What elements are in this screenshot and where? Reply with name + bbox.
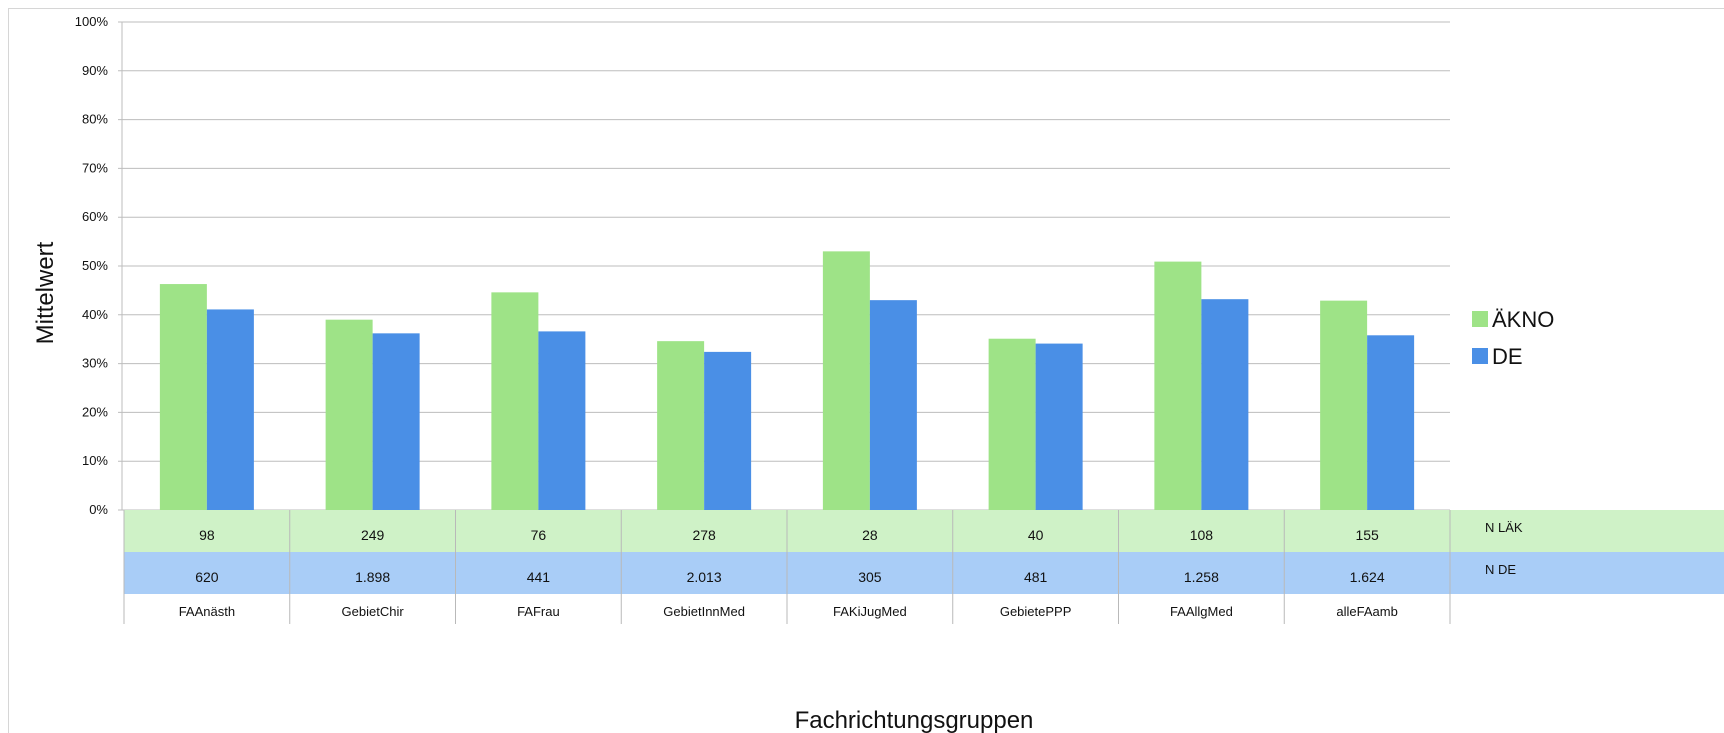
bar-de [1035,343,1083,510]
bar-aekno [1154,261,1202,510]
y-tick-label: 50% [82,258,108,273]
bar-de [869,300,917,510]
table-cell: 98 [199,527,215,543]
category-label: GebietePPP [1000,604,1072,619]
table-cell: 155 [1355,527,1379,543]
legend: ÄKNO DE [1472,307,1554,369]
category-label: GebietInnMed [663,604,745,619]
table-cell: 28 [862,527,878,543]
y-tick-label: 80% [82,112,108,127]
y-tick-label: 20% [82,404,108,419]
gridlines [118,21,1450,511]
legend-swatch [1472,348,1488,364]
table-cell: 2.013 [687,569,722,585]
legend-swatch [1472,311,1488,327]
bar-aekno [491,292,539,510]
y-tick-label: 70% [82,160,108,175]
table-cell: 620 [195,569,219,585]
table-row-label: N LÄK [1485,520,1523,535]
category-label: FAAllgMed [1170,604,1233,619]
table-cell: 1.624 [1350,569,1385,585]
legend-label: ÄKNO [1492,307,1554,332]
y-tick-label: 100% [75,14,109,29]
bars [159,251,1415,511]
y-tick-label: 40% [82,307,108,322]
y-tick-label: 60% [82,209,108,224]
y-axis-ticks: 0% 10% 20% 30% 40% 50% 60% 70% 80% 90% 100% [75,14,109,517]
data-table: 98 249 76 278 28 40 108 155 N LÄK 620 1.898 441 2.01… [123,510,1724,624]
y-axis-label: Mittelwert [32,241,59,344]
x-axis-label: Fachrichtungsgruppen [795,707,1034,733]
table-cell: 441 [527,569,551,585]
bar-de [538,331,586,510]
y-tick-label: 30% [82,356,108,371]
category-label: alleFAamb [1336,604,1397,619]
chart-frame [8,8,1724,733]
bar-de [704,351,752,510]
bar-de [1367,335,1415,510]
bar-aekno [988,338,1036,510]
table-cell: 249 [361,527,385,543]
table-cell: 76 [531,527,547,543]
table-row-band [124,510,1724,552]
bar-aekno [657,341,705,510]
bar-de [206,309,254,510]
category-label: GebietChir [342,604,405,619]
table-cell: 1.258 [1184,569,1219,585]
category-label: FAKiJugMed [833,604,907,619]
y-tick-label: 90% [82,63,108,78]
bar-aekno [1320,300,1368,510]
category-labels: FAAnästh GebietChir FAFrau GebietInnMed FAKi… [179,604,1398,619]
table-cell: 305 [858,569,882,585]
bar-aekno [822,251,870,511]
table-row-band [124,552,1724,594]
y-tick-label: 0% [89,502,108,517]
table-row-label: N DE [1485,562,1516,577]
table-cell: 481 [1024,569,1048,585]
bar-aekno [325,319,373,510]
table-cell: 40 [1028,527,1044,543]
y-tick-label: 10% [82,453,108,468]
table-cell: 108 [1190,527,1214,543]
category-label: FAFrau [517,604,560,619]
table-cell: 278 [692,527,716,543]
legend-label: DE [1492,344,1523,369]
bar-de [1201,299,1249,510]
bar-aekno [159,284,207,510]
table-cell: 1.898 [355,569,390,585]
bar-de [372,333,420,510]
category-label: FAAnästh [179,604,235,619]
